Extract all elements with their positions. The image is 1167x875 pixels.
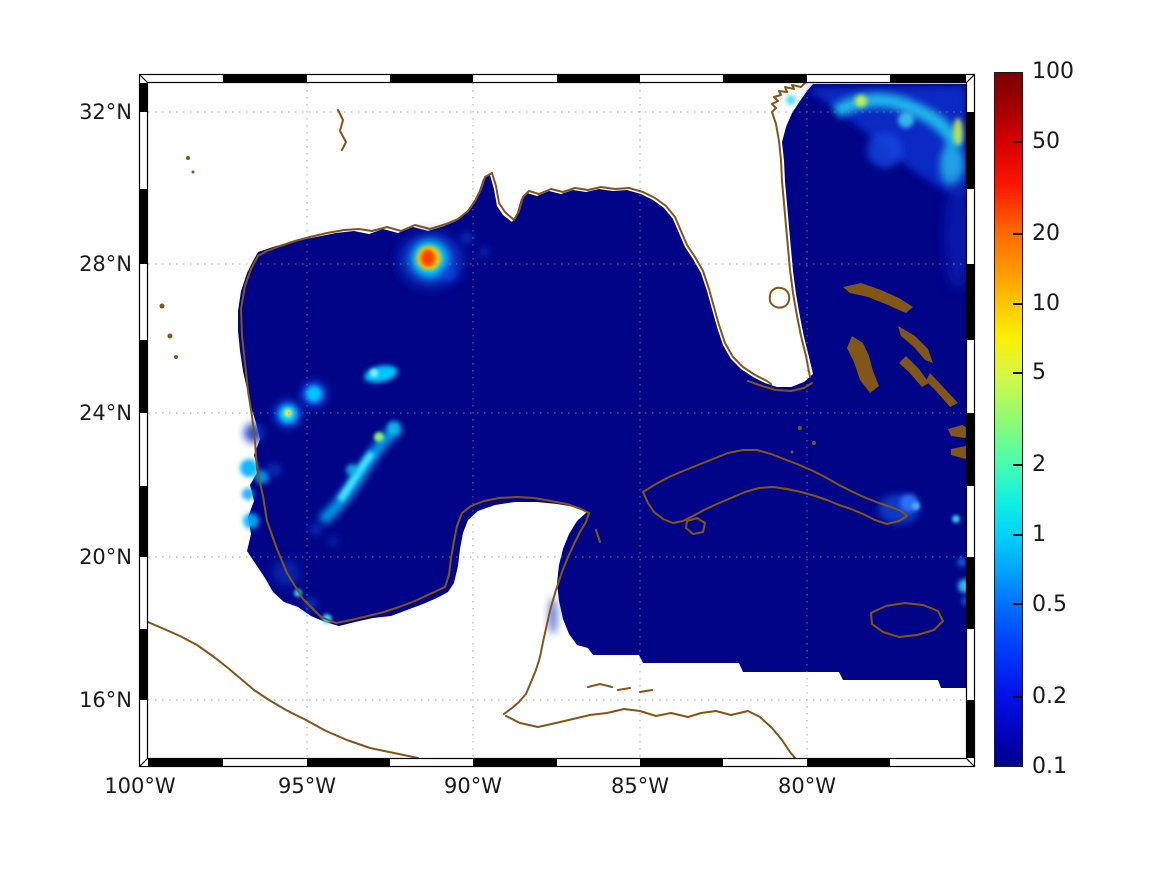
hotspot-western-gulf-filaments (240, 365, 402, 546)
colorbar-tick (1013, 534, 1023, 536)
island-eleuthera (898, 326, 933, 363)
colorbar-label-5: 5 (1032, 360, 1046, 385)
colorbar-tick (1013, 372, 1023, 374)
colorbar-label-1: 1 (1032, 522, 1046, 547)
island-hispaniola-sw (951, 446, 966, 459)
coast-gulf-us-mexico (240, 172, 772, 624)
colorbar-label-0_5: 0.5 (1032, 592, 1067, 617)
river-texas (337, 109, 347, 151)
colorbar-tick (1013, 464, 1023, 466)
colorbar-label-0_2: 0.2 (1032, 684, 1067, 709)
colorbar-tick (1013, 233, 1023, 235)
islands-honduras (587, 683, 653, 693)
lon-tick-label-100w: 100°W (104, 774, 176, 798)
coast-florida-east-georgia (771, 83, 811, 378)
colorbar-label-50: 50 (1032, 129, 1060, 154)
lat-tick-label-16n: 16°N (79, 688, 132, 712)
hotspot-southeast-us-shelf (786, 86, 966, 290)
colorbar-label-2: 2 (1032, 452, 1046, 477)
ocean-data-layer (238, 84, 966, 688)
island-long-island (926, 373, 958, 407)
lat-tick-label-28n: 28°N (79, 252, 132, 276)
coast-honduras (505, 708, 796, 758)
coastlines (148, 83, 944, 758)
lat-tick-label-32n: 32°N (79, 100, 132, 124)
island-andros (847, 336, 879, 393)
hotspot-mississippi-delta (399, 232, 489, 287)
islands-filled (159, 156, 966, 459)
colorbar-tick (1013, 696, 1023, 698)
island-cozumel (595, 529, 601, 543)
colorbar-label-0_1: 0.1 (1032, 754, 1067, 779)
colorbar (994, 72, 1023, 767)
coast-yucatan (444, 496, 590, 715)
coast-cuba (642, 449, 908, 525)
coast-jamaica (870, 602, 944, 638)
colorbar-label-10: 10 (1032, 291, 1060, 316)
island-grand-bahama-abaco (843, 283, 913, 313)
gridlines (148, 83, 966, 758)
lake-okeechobee (768, 286, 791, 309)
colorbar-label-20: 20 (1032, 221, 1060, 246)
coast-pacific-mexico (148, 621, 419, 758)
map-frame (138, 73, 976, 768)
hotspot-south-of-cuba (549, 494, 966, 634)
lon-tick-label-80w: 80°W (778, 774, 836, 798)
colorbar-tick (1013, 603, 1023, 605)
lat-tick-label-20n: 20°N (79, 545, 132, 569)
lon-tick-label-85w: 85°W (611, 774, 669, 798)
coast-florida-keys (747, 380, 813, 392)
colorbar-tick (1013, 141, 1023, 143)
colorbar-label-100: 100 (1032, 59, 1074, 84)
lat-tick-label-24n: 24°N (79, 401, 132, 425)
island-hispaniola-nw (948, 425, 966, 438)
island-exuma (899, 356, 929, 387)
colorbar-tick (1013, 303, 1023, 305)
isle-of-youth (685, 517, 706, 535)
plot-area (148, 83, 966, 758)
lon-tick-label-90w: 90°W (444, 774, 502, 798)
lon-tick-label-95w: 95°W (278, 774, 336, 798)
